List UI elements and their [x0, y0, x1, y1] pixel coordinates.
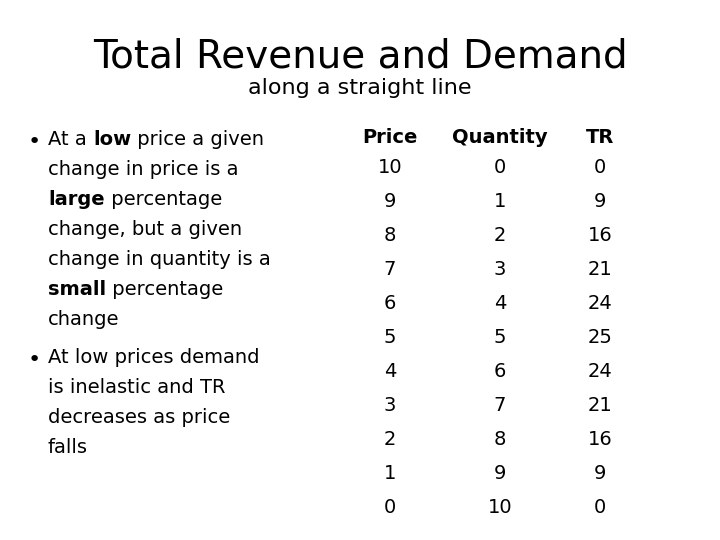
Text: 9: 9: [384, 192, 396, 211]
Text: 3: 3: [494, 260, 506, 279]
Text: 8: 8: [494, 430, 506, 449]
Text: Quantity: Quantity: [452, 128, 548, 147]
Text: 16: 16: [588, 226, 613, 245]
Text: percentage: percentage: [106, 280, 223, 299]
Text: large: large: [48, 190, 104, 209]
Text: 6: 6: [384, 294, 396, 313]
Text: along a straight line: along a straight line: [248, 78, 472, 98]
Text: Price: Price: [362, 128, 418, 147]
Text: 21: 21: [588, 396, 613, 415]
Text: 0: 0: [594, 498, 606, 517]
Text: 4: 4: [494, 294, 506, 313]
Text: TR: TR: [586, 128, 614, 147]
Text: At low prices demand: At low prices demand: [48, 348, 259, 367]
Text: 10: 10: [378, 158, 402, 177]
Text: 16: 16: [588, 430, 613, 449]
Text: is inelastic and TR: is inelastic and TR: [48, 378, 225, 397]
Text: 24: 24: [588, 294, 613, 313]
Text: change, but a given: change, but a given: [48, 220, 242, 239]
Text: 24: 24: [588, 362, 613, 381]
Text: •: •: [28, 350, 41, 370]
Text: At a: At a: [48, 130, 93, 149]
Text: 5: 5: [384, 328, 396, 347]
Text: 1: 1: [384, 464, 396, 483]
Text: 8: 8: [384, 226, 396, 245]
Text: •: •: [28, 132, 41, 152]
Text: low: low: [93, 130, 131, 149]
Text: 3: 3: [384, 396, 396, 415]
Text: 0: 0: [594, 158, 606, 177]
Text: change in quantity is a: change in quantity is a: [48, 250, 271, 269]
Text: 0: 0: [384, 498, 396, 517]
Text: 25: 25: [588, 328, 613, 347]
Text: 0: 0: [494, 158, 506, 177]
Text: 9: 9: [594, 464, 606, 483]
Text: falls: falls: [48, 438, 88, 457]
Text: small: small: [48, 280, 106, 299]
Text: 2: 2: [384, 430, 396, 449]
Text: change in price is a: change in price is a: [48, 160, 238, 179]
Text: percentage: percentage: [104, 190, 222, 209]
Text: 9: 9: [494, 464, 506, 483]
Text: 6: 6: [494, 362, 506, 381]
Text: Total Revenue and Demand: Total Revenue and Demand: [93, 38, 627, 76]
Text: 21: 21: [588, 260, 613, 279]
Text: 2: 2: [494, 226, 506, 245]
Text: decreases as price: decreases as price: [48, 408, 230, 427]
Text: 1: 1: [494, 192, 506, 211]
Text: 7: 7: [384, 260, 396, 279]
Text: 9: 9: [594, 192, 606, 211]
Text: 10: 10: [487, 498, 513, 517]
Text: price a given: price a given: [131, 130, 264, 149]
Text: 7: 7: [494, 396, 506, 415]
Text: change: change: [48, 310, 120, 329]
Text: 4: 4: [384, 362, 396, 381]
Text: 5: 5: [494, 328, 506, 347]
